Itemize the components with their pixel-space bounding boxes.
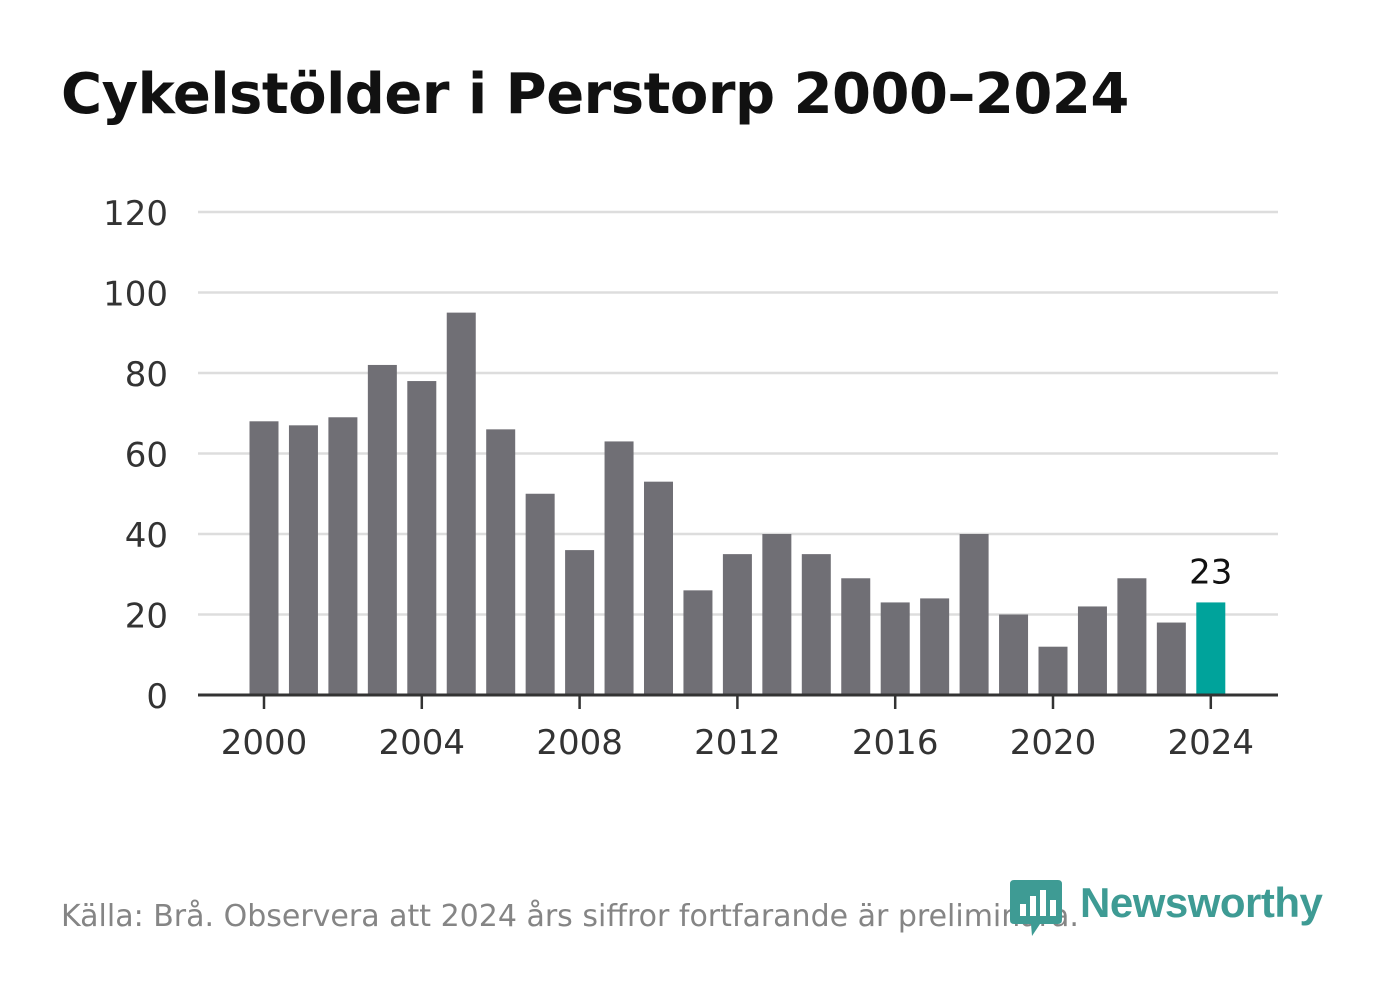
bar	[1156, 622, 1186, 695]
bar	[446, 312, 476, 695]
bar	[959, 534, 989, 695]
bars	[249, 312, 1226, 695]
bar	[249, 421, 279, 695]
brand-logo-text: Newsworthy	[1080, 879, 1323, 926]
bar-chart-badge-icon	[1010, 880, 1062, 936]
y-tick-label: 120	[103, 194, 168, 234]
x-tick-label: 2004	[379, 723, 466, 763]
chart-title: Cykelstölder i Perstorp 2000–2024	[61, 62, 1129, 127]
bar	[407, 381, 437, 695]
y-tick-label: 20	[125, 597, 168, 637]
bar	[1117, 578, 1147, 695]
bar	[999, 614, 1029, 695]
bar	[920, 598, 950, 695]
bar	[525, 493, 555, 695]
bar	[880, 602, 910, 695]
y-tick-label: 80	[125, 355, 168, 395]
bar	[841, 578, 871, 695]
x-tick-label: 2016	[852, 723, 939, 763]
bar	[683, 590, 713, 695]
bar	[604, 441, 634, 695]
y-axis: 0 20 40 60 80 100 120	[103, 194, 168, 717]
bar	[722, 554, 752, 695]
x-tick-label: 2000	[221, 723, 308, 763]
bar	[328, 417, 358, 695]
x-axis: 2000 2004 2008 2012 2016 2020 2024	[198, 693, 1278, 763]
bar	[565, 550, 595, 695]
bar	[288, 425, 318, 695]
bar	[1196, 602, 1226, 695]
y-tick-label: 40	[125, 516, 168, 556]
y-tick-label: 0	[146, 677, 168, 717]
bar	[801, 554, 831, 695]
bar	[367, 364, 397, 695]
y-tick-label: 60	[125, 436, 168, 476]
data-labels: 23	[1189, 552, 1232, 592]
bar	[486, 429, 516, 695]
x-tick-label: 2012	[694, 723, 781, 763]
data-label: 23	[1189, 552, 1232, 592]
y-tick-label: 100	[103, 275, 168, 315]
bar	[644, 481, 673, 695]
bar	[1077, 606, 1107, 695]
source-note: Källa: Brå. Observera att 2024 års siffr…	[61, 899, 1079, 934]
x-tick-label: 2024	[1168, 723, 1255, 763]
x-tick-label: 2020	[1010, 723, 1097, 763]
bar-chart: 0 20 40 60 80 100 120 2000 2004 2008 2012 2016 2020…	[103, 194, 1278, 763]
x-tick-label: 2008	[536, 723, 623, 763]
bar	[762, 534, 792, 695]
bar	[1038, 646, 1068, 695]
